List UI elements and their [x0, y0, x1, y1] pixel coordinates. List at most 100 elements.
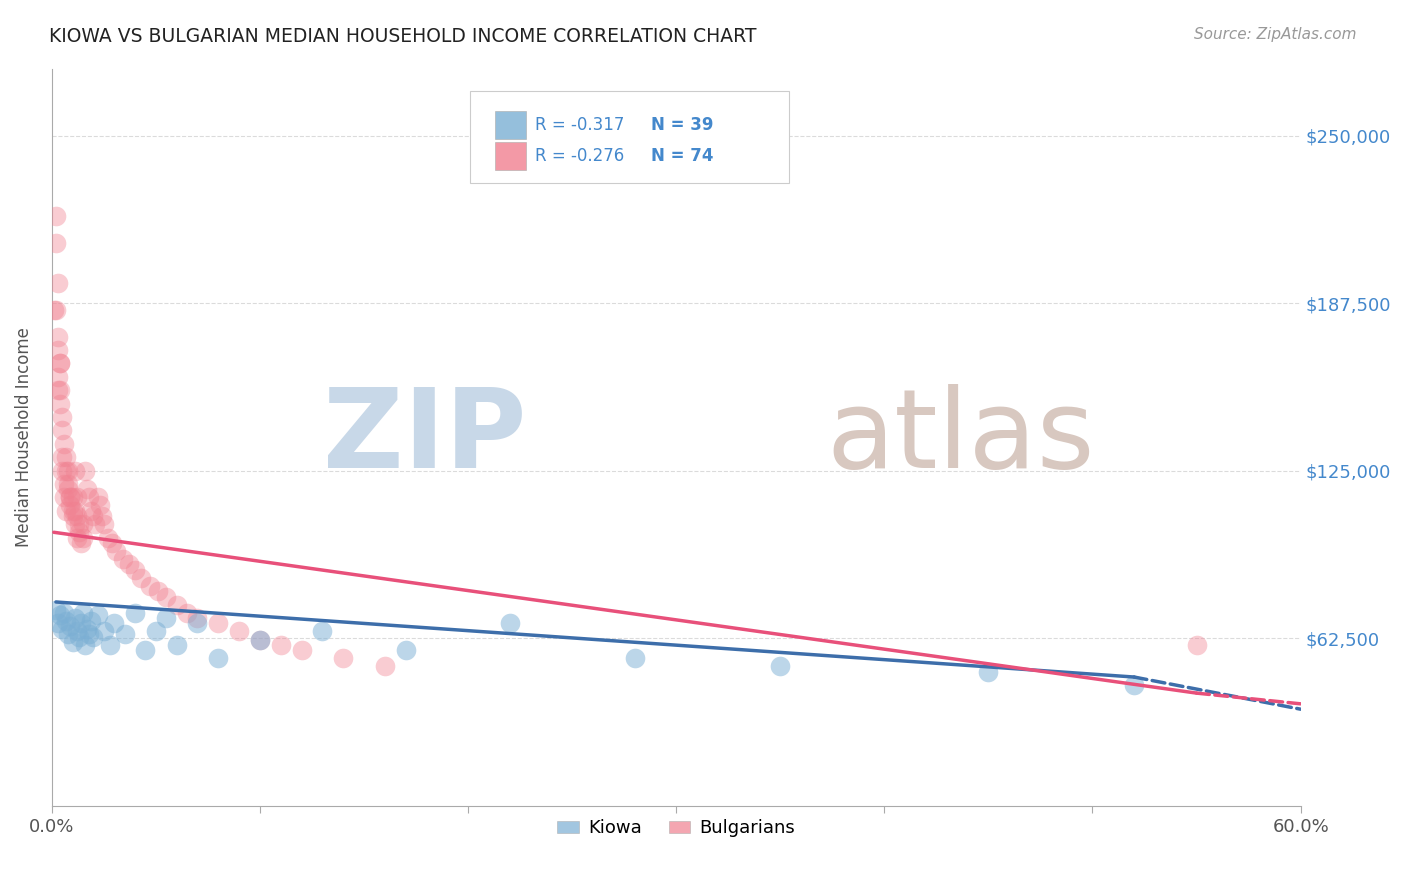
- Point: [1185, 638, 1208, 652]
- Text: N = 39: N = 39: [651, 116, 714, 134]
- Point: [70, 616, 93, 631]
- Point: [46, 343, 69, 357]
- Point: [98, 638, 121, 652]
- Point: [249, 632, 271, 647]
- Point: [145, 624, 167, 639]
- Point: [103, 616, 125, 631]
- Point: [72, 531, 94, 545]
- Point: [228, 624, 250, 639]
- Point: [55, 504, 77, 518]
- Point: [499, 616, 522, 631]
- Point: [89, 499, 111, 513]
- Point: [1123, 678, 1146, 692]
- Point: [49, 383, 72, 397]
- Point: [82, 630, 104, 644]
- Text: N = 74: N = 74: [651, 147, 714, 165]
- Point: [63, 464, 86, 478]
- Point: [46, 369, 69, 384]
- Point: [46, 329, 69, 343]
- Point: [59, 491, 82, 505]
- Point: [86, 608, 108, 623]
- Y-axis label: Median Household Income: Median Household Income: [15, 327, 32, 547]
- Point: [62, 509, 84, 524]
- Point: [77, 491, 100, 505]
- Point: [42, 302, 65, 317]
- Point: [46, 616, 69, 631]
- Point: [73, 638, 96, 652]
- Point: [62, 635, 84, 649]
- Point: [59, 499, 82, 513]
- Point: [58, 627, 80, 641]
- Point: [53, 437, 76, 451]
- Text: atlas: atlas: [827, 384, 1094, 491]
- Point: [93, 624, 115, 639]
- Point: [374, 659, 396, 673]
- Text: ZIP: ZIP: [323, 384, 526, 491]
- Point: [76, 622, 98, 636]
- Point: [51, 424, 73, 438]
- Point: [134, 643, 156, 657]
- Text: KIOWA VS BULGARIAN MEDIAN HOUSEHOLD INCOME CORRELATION CHART: KIOWA VS BULGARIAN MEDIAN HOUSEHOLD INCO…: [49, 27, 756, 45]
- Point: [45, 235, 67, 250]
- Point: [623, 651, 645, 665]
- Point: [51, 409, 73, 424]
- Point: [59, 491, 82, 505]
- Point: [249, 632, 271, 647]
- Point: [207, 651, 229, 665]
- FancyBboxPatch shape: [470, 91, 789, 183]
- Point: [62, 491, 84, 505]
- Point: [51, 464, 73, 478]
- Point: [46, 276, 69, 290]
- Point: [49, 356, 72, 370]
- Point: [46, 383, 69, 397]
- Point: [86, 491, 108, 505]
- Point: [166, 598, 188, 612]
- Point: [62, 504, 84, 518]
- Point: [63, 611, 86, 625]
- Point: [77, 627, 100, 641]
- Point: [55, 450, 77, 465]
- Point: [55, 464, 77, 478]
- Point: [45, 209, 67, 223]
- Point: [67, 525, 90, 540]
- Point: [49, 396, 72, 410]
- Point: [311, 624, 333, 639]
- Point: [176, 606, 198, 620]
- Point: [73, 464, 96, 478]
- Point: [769, 659, 792, 673]
- Point: [53, 491, 76, 505]
- Point: [80, 614, 103, 628]
- Point: [977, 665, 1000, 679]
- Point: [97, 531, 120, 545]
- Point: [51, 450, 73, 465]
- Point: [63, 504, 86, 518]
- Point: [270, 638, 292, 652]
- Text: R = -0.276: R = -0.276: [536, 147, 624, 165]
- Point: [129, 571, 152, 585]
- Point: [66, 531, 89, 545]
- Point: [66, 624, 89, 639]
- Point: [70, 536, 93, 550]
- Point: [80, 504, 103, 518]
- Legend: Kiowa, Bulgarians: Kiowa, Bulgarians: [550, 812, 803, 845]
- Point: [332, 651, 354, 665]
- Bar: [495, 142, 526, 170]
- Point: [67, 630, 90, 644]
- Point: [45, 302, 67, 317]
- Bar: [495, 111, 526, 138]
- Point: [186, 616, 208, 631]
- Point: [72, 606, 94, 620]
- Point: [124, 563, 146, 577]
- Point: [155, 590, 177, 604]
- Point: [101, 536, 124, 550]
- Point: [53, 477, 76, 491]
- Point: [114, 627, 136, 641]
- Point: [59, 619, 82, 633]
- Point: [84, 517, 107, 532]
- Point: [58, 477, 80, 491]
- Point: [111, 552, 134, 566]
- Point: [138, 579, 160, 593]
- Point: [290, 643, 312, 657]
- Point: [118, 558, 141, 572]
- Point: [66, 509, 89, 524]
